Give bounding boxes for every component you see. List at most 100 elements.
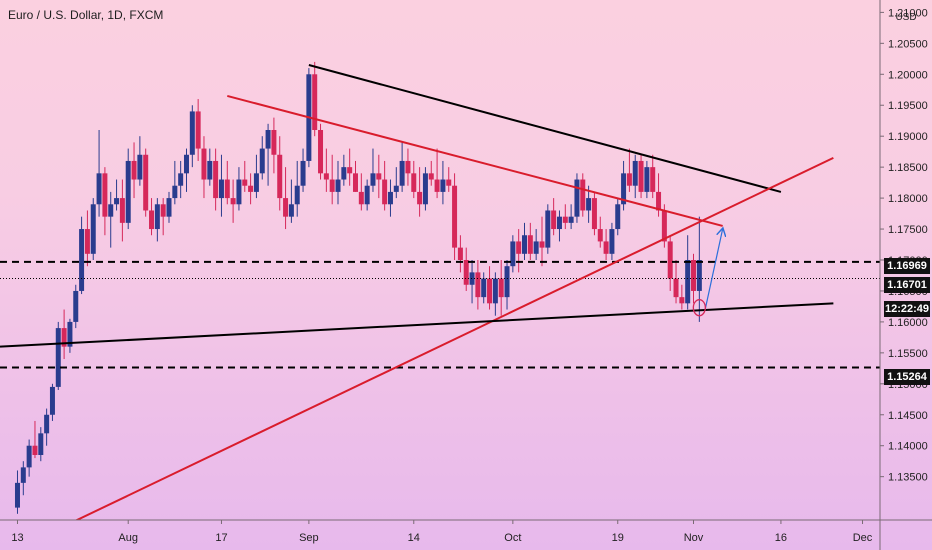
candle-body — [626, 173, 632, 186]
candle-body — [108, 204, 114, 217]
candle-body — [242, 179, 248, 186]
y-tick-label: 1.14000 — [888, 441, 928, 453]
candle-body — [178, 173, 184, 186]
candle-body — [580, 179, 586, 211]
candle-body — [79, 229, 85, 291]
y-tick-label: 1.18000 — [888, 193, 928, 205]
candle-body — [603, 241, 609, 254]
y-tick-label: 1.21000 — [888, 7, 928, 19]
candle-body — [84, 229, 90, 254]
candle-body — [691, 260, 697, 291]
candle-body — [457, 247, 463, 260]
candle-body — [218, 179, 224, 199]
candle-body — [498, 278, 504, 298]
candle-body — [685, 260, 691, 304]
candle-body — [516, 241, 522, 254]
candle-body — [318, 130, 324, 174]
candle-body — [347, 167, 353, 174]
y-tick-label: 1.19000 — [888, 131, 928, 143]
candle-body — [510, 241, 516, 267]
candle-body — [370, 173, 376, 186]
candle-body — [143, 154, 149, 211]
candle-body — [73, 290, 79, 322]
candle-body — [539, 241, 545, 248]
y-tick-label: 1.18500 — [888, 162, 928, 174]
candle-body — [125, 160, 131, 223]
candle-body — [14, 482, 20, 508]
candle-body — [545, 210, 551, 248]
candle-body — [44, 414, 50, 434]
candle-body — [568, 216, 574, 223]
candle-body — [527, 235, 533, 254]
lower-black-trendline — [0, 302, 834, 348]
candle-body — [207, 160, 213, 180]
y-tick-label: 1.20000 — [888, 69, 928, 81]
candle-body — [102, 173, 108, 217]
candle-body — [114, 198, 120, 205]
candle-body — [358, 191, 364, 205]
candle-body — [131, 160, 137, 180]
y-tick-label: 1.15500 — [888, 348, 928, 360]
candle-body — [522, 235, 528, 254]
candle-body — [673, 278, 679, 298]
price-tag-last-price: 1.16701 — [884, 277, 930, 293]
candle-body — [376, 173, 382, 180]
red-descending-trendline — [227, 94, 723, 227]
candle-body — [224, 179, 230, 199]
candle-body — [399, 160, 405, 186]
candle-body — [271, 130, 277, 155]
x-tick-label: Oct — [504, 532, 521, 544]
candle-body — [661, 210, 667, 242]
candle-body — [650, 167, 656, 192]
candle-body — [393, 185, 399, 192]
candle-body — [253, 173, 259, 192]
candle-body — [49, 386, 55, 415]
candle-body — [201, 148, 207, 180]
candle-body — [533, 241, 539, 254]
candle-body — [294, 185, 300, 205]
x-tick-label: Aug — [118, 532, 138, 544]
candle-body — [667, 241, 673, 279]
candle-body — [32, 445, 38, 455]
candle-body — [679, 297, 685, 304]
candle-body — [341, 167, 347, 180]
candle-body — [352, 173, 358, 192]
candle-body — [154, 204, 160, 230]
candle-body — [586, 198, 592, 211]
candle-body — [405, 160, 411, 174]
candle-body — [446, 179, 452, 186]
candle-body — [61, 328, 67, 347]
candle-body — [236, 179, 242, 205]
candle-body — [644, 167, 650, 192]
price-tag-countdown: 12:22:49 — [884, 301, 930, 317]
candle-body — [67, 321, 73, 347]
candle-body — [551, 210, 557, 230]
candle-body — [26, 445, 32, 468]
candle-body — [556, 216, 562, 230]
candle-body — [469, 272, 475, 285]
candle-body — [213, 160, 219, 199]
candle-body — [621, 173, 627, 205]
candle-body — [183, 154, 189, 174]
candle-body — [417, 191, 423, 205]
candle-body — [632, 160, 638, 186]
candle-body — [463, 260, 469, 285]
candle-body — [597, 229, 603, 242]
candle-body — [428, 173, 434, 180]
candle-body — [230, 198, 236, 205]
candle-body — [574, 179, 580, 217]
candle-body — [434, 179, 440, 192]
candle-body — [615, 204, 621, 230]
low-circle-marker — [692, 299, 706, 317]
candle-body — [300, 160, 306, 186]
y-tick-label: 1.17500 — [888, 224, 928, 236]
candle-body — [696, 260, 702, 291]
candle-body — [149, 210, 155, 230]
candle-body — [90, 204, 96, 254]
candle-body — [609, 229, 615, 254]
candle-body — [481, 278, 487, 298]
candle-body — [172, 185, 178, 199]
candle-body — [283, 198, 289, 217]
y-tick-label: 1.14500 — [888, 410, 928, 422]
